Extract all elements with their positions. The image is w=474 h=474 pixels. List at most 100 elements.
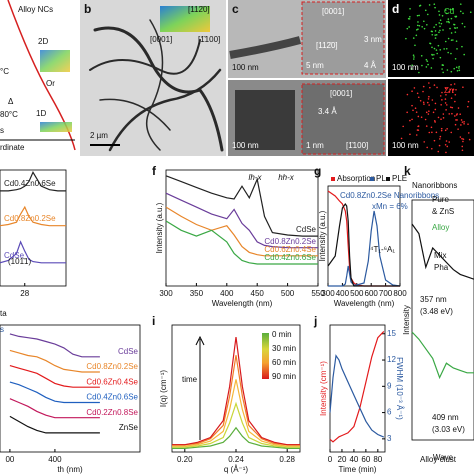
plot-frame: [329, 324, 386, 453]
eds-dot: [426, 101, 429, 104]
eds-dot: [429, 86, 431, 89]
eds-dot: [448, 90, 450, 93]
eds-dot: [436, 52, 439, 55]
eds-dot: [453, 67, 456, 70]
eds-dot: [412, 54, 415, 57]
text: [112̄0]: [316, 41, 338, 50]
eds-dot: [456, 27, 458, 29]
eds-dot: [444, 102, 447, 104]
text: [112̄0]: [188, 5, 210, 14]
series-line: [327, 202, 400, 287]
eds-dot: [437, 116, 440, 119]
eds-dots: [400, 3, 472, 154]
annotation: ta: [0, 309, 7, 318]
eds-dot: [413, 56, 415, 58]
eds-dot: [438, 31, 440, 34]
eds-dot: [454, 123, 457, 126]
eds-dot: [440, 22, 443, 25]
eds-dot: [428, 131, 431, 134]
eds-dot: [411, 90, 413, 93]
eds-dot: [462, 86, 464, 88]
eds-dot: [442, 64, 444, 67]
text: 100 nm: [392, 141, 419, 150]
series-line: [172, 355, 300, 446]
eds-dot: [430, 30, 433, 33]
plot-frame: [0, 169, 67, 287]
eds-dot: [409, 119, 411, 122]
eds-dot: [417, 115, 420, 118]
eds-dot: [445, 109, 447, 111]
eds-dot: [433, 47, 436, 50]
eds-dot: [426, 13, 429, 16]
x-tick-label: 80: [373, 455, 382, 464]
x-axis-label: Wave: [433, 453, 454, 462]
x-tick-label: 00: [5, 455, 14, 464]
text: Zn: [444, 86, 453, 95]
series-line: [411, 223, 474, 280]
colorbar-label: 60 min: [272, 358, 296, 367]
eds-dot: [431, 33, 434, 36]
eds-dot: [426, 23, 428, 26]
eds-dot: [450, 52, 452, 55]
eds-dot: [439, 49, 442, 51]
eds-dot: [454, 57, 457, 60]
series-line: [329, 354, 385, 438]
eds-dot: [453, 23, 455, 26]
legend-swatch: [370, 177, 374, 181]
eds-dot: [402, 125, 404, 128]
series-line: [172, 379, 300, 447]
eds-dot: [450, 131, 453, 134]
annotation: 357 nm: [420, 295, 447, 304]
eds-dot: [459, 3, 462, 5]
eds-dot: [415, 34, 418, 37]
eds-dot: [461, 121, 464, 123]
series-label: Cd0.6Zn0.4Se: [264, 245, 316, 254]
text: 4 Å: [364, 61, 377, 70]
series-label: Cd0.4Zn0.6Se: [4, 179, 56, 188]
series-label: CdSe: [296, 225, 317, 234]
eds-dot: [433, 3, 436, 6]
inset-model: [160, 6, 210, 32]
eds-dot: [416, 92, 419, 95]
eds-dot: [434, 6, 436, 9]
eds-dot: [440, 118, 442, 121]
eds-dot: [439, 95, 442, 97]
x-tick-label: 400: [336, 289, 350, 298]
y2-tick-label: 3: [387, 434, 392, 443]
eds-dot: [433, 84, 436, 86]
text: 100 nm: [392, 63, 419, 72]
colorbar-label: 30 min: [272, 344, 296, 353]
x-tick-label: 20: [338, 455, 347, 464]
series-line: [9, 349, 100, 373]
eds-dot: [460, 119, 463, 121]
eds-dot: [440, 129, 443, 132]
eds-dot: [450, 70, 453, 73]
plot-frame: [411, 199, 474, 441]
eds-dot: [463, 120, 465, 123]
series-line: [9, 381, 100, 404]
eds-dot: [452, 91, 454, 94]
eds-dot: [444, 40, 447, 43]
eds-dot: [434, 30, 437, 32]
text: s: [0, 126, 4, 135]
x-tick-label: 60: [361, 455, 370, 464]
eds-dot: [450, 39, 453, 41]
eds-dot: [462, 138, 465, 140]
eds-dot: [431, 131, 433, 134]
eds-dot: [446, 128, 448, 130]
eds-dot: [441, 68, 443, 70]
eds-dot: [424, 118, 427, 121]
series-line: [411, 331, 474, 380]
x-tick-label: 400: [48, 455, 62, 464]
eds-dot: [455, 88, 457, 91]
eds-dot: [417, 129, 420, 131]
eds-dot: [460, 124, 462, 126]
eds-dot: [438, 22, 441, 24]
eds-dot: [419, 99, 422, 102]
annotation: Pure: [432, 195, 449, 204]
y-axis-label: Intensity: [402, 305, 411, 335]
eds-dot: [446, 21, 448, 23]
text: Δ: [8, 97, 14, 106]
nc-2d-icon: [40, 50, 70, 72]
eds-dot: [438, 144, 441, 147]
